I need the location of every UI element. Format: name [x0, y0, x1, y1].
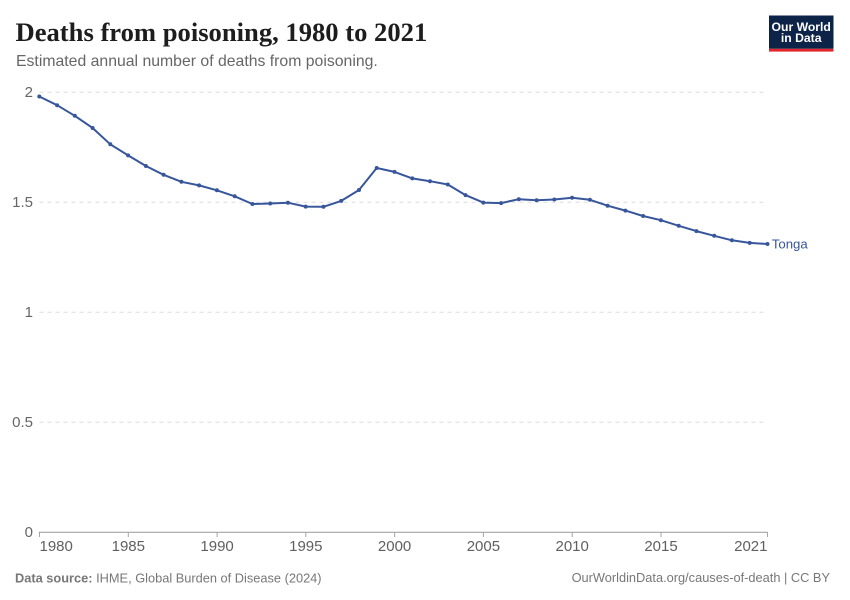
svg-text:1: 1 [25, 304, 33, 321]
svg-text:in Data: in Data [781, 31, 822, 45]
svg-text:2021: 2021 [734, 538, 767, 555]
svg-text:1995: 1995 [289, 538, 322, 555]
svg-text:2005: 2005 [467, 538, 500, 555]
svg-text:1.5: 1.5 [12, 194, 33, 211]
svg-text:2: 2 [25, 84, 33, 101]
svg-text:Data source: IHME, Global Burd: Data source: IHME, Global Burden of Dise… [15, 570, 322, 585]
svg-text:Our World: Our World [772, 20, 831, 34]
svg-text:2010: 2010 [556, 538, 589, 555]
svg-text:Estimated annual number of dea: Estimated annual number of deaths from p… [16, 53, 378, 70]
svg-text:OurWorldinData.org/causes-of-d: OurWorldinData.org/causes-of-death | CC … [572, 570, 831, 585]
svg-text:0: 0 [25, 524, 33, 541]
svg-text:Tonga: Tonga [772, 237, 809, 252]
svg-text:1990: 1990 [200, 538, 233, 555]
svg-text:2000: 2000 [378, 538, 411, 555]
svg-text:1985: 1985 [112, 538, 145, 555]
svg-text:0.5: 0.5 [12, 414, 33, 431]
svg-text:2015: 2015 [644, 538, 677, 555]
svg-text:1980: 1980 [40, 538, 73, 555]
svg-text:Deaths from poisoning, 1980 to: Deaths from poisoning, 1980 to 2021 [16, 17, 428, 47]
